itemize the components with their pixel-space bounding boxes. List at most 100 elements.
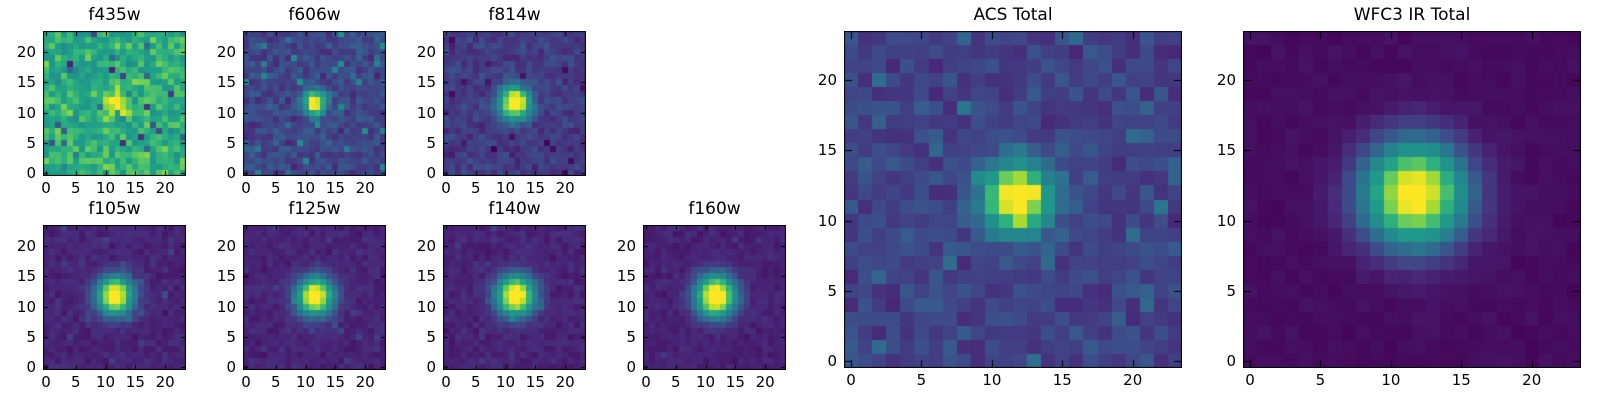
y-tick-label: 10 — [16, 103, 36, 122]
x-tick-label: 5 — [70, 373, 81, 391]
x-tick-label: 10 — [96, 179, 116, 197]
x-tick-label: 10 — [496, 179, 516, 197]
x-tick-label: 15 — [725, 373, 745, 391]
y-tick-label: 5 — [827, 281, 837, 300]
y-tick-label: 15 — [817, 141, 837, 160]
y-tick-label: 5 — [426, 133, 436, 152]
x-tick-label: 15 — [125, 373, 145, 391]
panel-f435w: f435w 0 5 10 15 20 0 5 10 15 20 — [17, 5, 186, 197]
y-tick-label: 10 — [16, 297, 36, 316]
x-tick-label: 5 — [470, 373, 481, 391]
x-tick-label: 0 — [241, 373, 251, 391]
x-tick-label: 10 — [296, 373, 316, 391]
x-tick-label: 15 — [325, 373, 345, 391]
panel-wfc3-ir-total: WFC3 IR Total 0 5 10 15 20 0 5 10 15 20 — [1217, 5, 1581, 389]
y-tick-label: 20 — [216, 43, 236, 62]
panel-f105w: f105w 0 5 10 15 20 0 5 10 15 20 — [17, 199, 186, 391]
y-tick-label: 15 — [616, 267, 636, 286]
x-tick-label: 20 — [1123, 371, 1143, 389]
heatmap-image-f814w — [443, 31, 586, 176]
y-tick-label: 10 — [216, 297, 236, 316]
panel-title-wfc3-ir-total: WFC3 IR Total — [1353, 5, 1471, 25]
panel-title-f125w: f125w — [288, 199, 341, 219]
x-tick-label: 0 — [41, 373, 51, 391]
x-tick-label: 20 — [755, 373, 775, 391]
y-tick-label: 15 — [16, 73, 36, 92]
x-tick-label: 20 — [555, 373, 575, 391]
y-tick-label: 20 — [216, 237, 236, 256]
y-tick-label: 5 — [1226, 281, 1236, 300]
heatmap-image-f125w — [243, 225, 386, 370]
x-tick-label: 10 — [982, 371, 1002, 389]
y-tick-label: 10 — [216, 103, 236, 122]
x-tick-label: 0 — [641, 373, 651, 391]
x-tick-label: 10 — [496, 373, 516, 391]
y-tick-label: 20 — [416, 237, 436, 256]
panel-title-f814w: f814w — [488, 5, 541, 25]
panel-title-f160w: f160w — [688, 199, 741, 219]
x-tick-label: 0 — [241, 179, 251, 197]
x-tick-label: 0 — [41, 179, 51, 197]
y-tick-label: 15 — [16, 267, 36, 286]
y-tick-label: 0 — [226, 163, 236, 182]
x-tick-label: 20 — [555, 179, 575, 197]
x-tick-label: 10 — [696, 373, 716, 391]
x-tick-label: 0 — [441, 373, 451, 391]
y-tick-label: 5 — [426, 327, 436, 346]
y-tick-label: 5 — [26, 327, 36, 346]
y-tick-label: 15 — [216, 73, 236, 92]
y-tick-label: 10 — [817, 211, 837, 230]
panel-f125w: f125w 0 5 10 15 20 0 5 10 15 20 — [217, 199, 386, 391]
heatmap-image-f140w — [443, 225, 586, 370]
panel-f140w: f140w 0 5 10 15 20 0 5 10 15 20 — [417, 199, 586, 391]
x-tick-label: 15 — [325, 179, 345, 197]
y-tick-label: 0 — [827, 351, 837, 370]
y-tick-label: 15 — [416, 267, 436, 286]
y-tick-label: 15 — [216, 267, 236, 286]
x-tick-label: 0 — [1245, 371, 1255, 389]
y-tick-label: 5 — [26, 133, 36, 152]
heatmap-image-f105w — [43, 225, 186, 370]
x-tick-label: 5 — [916, 371, 927, 389]
x-tick-label: 15 — [1451, 371, 1471, 389]
panel-title-f606w: f606w — [288, 5, 341, 25]
x-tick-label: 20 — [1522, 371, 1542, 389]
y-tick-label: 0 — [426, 163, 436, 182]
y-tick-label: 0 — [26, 357, 36, 376]
x-tick-label: 20 — [355, 373, 375, 391]
heatmap-image-acs-total — [844, 31, 1182, 368]
y-tick-label: 20 — [616, 237, 636, 256]
y-tick-label: 10 — [616, 297, 636, 316]
x-tick-label: 5 — [470, 179, 481, 197]
x-tick-label: 10 — [96, 373, 116, 391]
y-tick-label: 0 — [26, 163, 36, 182]
panel-title-acs-total: ACS Total — [973, 5, 1053, 25]
panel-f814w: f814w 0 5 10 15 20 0 5 10 15 20 — [417, 5, 586, 197]
y-tick-label: 0 — [1226, 351, 1236, 370]
x-tick-label: 5 — [270, 373, 281, 391]
y-tick-label: 0 — [426, 357, 436, 376]
y-tick-label: 20 — [16, 237, 36, 256]
y-tick-label: 10 — [416, 297, 436, 316]
y-tick-label: 0 — [226, 357, 236, 376]
x-tick-label: 5 — [270, 179, 281, 197]
x-tick-label: 5 — [1315, 371, 1326, 389]
x-tick-label: 15 — [125, 179, 145, 197]
heatmap-image-f160w — [643, 225, 786, 370]
y-tick-label: 20 — [416, 43, 436, 62]
x-tick-label: 15 — [1052, 371, 1072, 389]
panel-title-f140w: f140w — [488, 199, 541, 219]
y-tick-label: 20 — [16, 43, 36, 62]
panel-title-f435w: f435w — [88, 5, 141, 25]
panel-f606w: f606w 0 5 10 15 20 0 5 10 15 20 — [217, 5, 386, 197]
y-tick-label: 10 — [416, 103, 436, 122]
y-tick-label: 5 — [226, 327, 236, 346]
x-tick-label: 20 — [155, 179, 175, 197]
x-tick-label: 20 — [355, 179, 375, 197]
x-tick-label: 20 — [155, 373, 175, 391]
heatmap-image-f435w — [43, 31, 186, 176]
y-tick-label: 10 — [1216, 211, 1236, 230]
x-tick-label: 0 — [441, 179, 451, 197]
x-tick-label: 10 — [296, 179, 316, 197]
